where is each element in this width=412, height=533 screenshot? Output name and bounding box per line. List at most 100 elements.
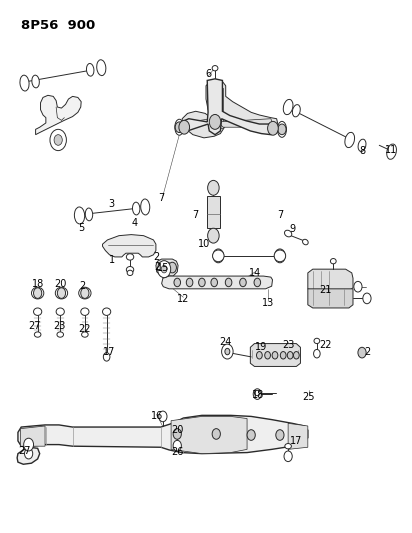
Text: 21: 21 [319, 286, 331, 295]
Bar [207, 196, 220, 228]
Circle shape [175, 122, 183, 133]
Circle shape [173, 429, 181, 439]
Polygon shape [179, 79, 276, 135]
Text: 3: 3 [108, 199, 115, 209]
Ellipse shape [82, 332, 88, 337]
Circle shape [240, 278, 246, 287]
Text: 18: 18 [32, 279, 44, 288]
Text: 18: 18 [253, 390, 265, 400]
Text: 24: 24 [220, 337, 232, 347]
Text: 7: 7 [192, 211, 199, 221]
Circle shape [280, 352, 286, 359]
Ellipse shape [285, 443, 291, 449]
Circle shape [24, 448, 33, 459]
Ellipse shape [274, 250, 286, 262]
Ellipse shape [33, 308, 42, 316]
Circle shape [363, 293, 371, 304]
Text: 7: 7 [277, 211, 283, 221]
Circle shape [274, 249, 285, 263]
Polygon shape [208, 88, 223, 128]
Circle shape [212, 429, 220, 439]
Circle shape [284, 451, 292, 462]
Circle shape [213, 249, 224, 263]
Circle shape [354, 281, 362, 292]
Circle shape [293, 352, 299, 359]
Circle shape [179, 120, 190, 134]
Circle shape [50, 130, 66, 151]
Polygon shape [35, 95, 81, 135]
Ellipse shape [330, 259, 336, 264]
Ellipse shape [141, 199, 150, 215]
Ellipse shape [302, 239, 308, 245]
Ellipse shape [81, 308, 89, 316]
Ellipse shape [126, 254, 134, 260]
Text: 17: 17 [290, 436, 302, 446]
Ellipse shape [97, 60, 106, 76]
Text: 9: 9 [289, 224, 295, 235]
Ellipse shape [32, 75, 39, 88]
Polygon shape [185, 118, 218, 128]
Circle shape [247, 430, 255, 440]
Circle shape [222, 344, 233, 359]
Circle shape [54, 135, 62, 146]
Ellipse shape [56, 308, 64, 316]
Ellipse shape [126, 266, 134, 273]
Text: 4: 4 [131, 219, 137, 229]
Circle shape [208, 228, 219, 243]
Ellipse shape [133, 202, 140, 215]
Circle shape [225, 349, 230, 355]
Text: 2: 2 [364, 346, 370, 357]
Circle shape [314, 350, 320, 358]
Circle shape [163, 262, 171, 273]
Ellipse shape [85, 208, 93, 221]
Text: 27: 27 [28, 321, 41, 331]
Circle shape [81, 288, 89, 298]
Ellipse shape [34, 332, 41, 337]
Ellipse shape [314, 338, 320, 344]
Circle shape [103, 353, 110, 361]
Text: 23: 23 [282, 340, 294, 350]
Polygon shape [250, 344, 300, 367]
Circle shape [57, 288, 66, 298]
Ellipse shape [127, 270, 133, 276]
Polygon shape [162, 276, 272, 289]
Text: 7: 7 [158, 193, 164, 204]
Circle shape [278, 124, 286, 135]
Circle shape [257, 352, 262, 359]
Polygon shape [156, 259, 178, 276]
Ellipse shape [277, 122, 286, 138]
Polygon shape [103, 235, 156, 257]
Ellipse shape [79, 287, 91, 299]
Circle shape [358, 348, 366, 358]
Circle shape [265, 352, 270, 359]
Polygon shape [17, 415, 308, 464]
Text: 20: 20 [171, 425, 183, 435]
Ellipse shape [103, 308, 111, 316]
Circle shape [186, 278, 193, 287]
Text: 17: 17 [103, 346, 116, 357]
Polygon shape [308, 269, 353, 291]
Ellipse shape [57, 332, 63, 337]
Ellipse shape [31, 287, 44, 299]
Polygon shape [21, 426, 45, 446]
Ellipse shape [213, 250, 224, 262]
Polygon shape [182, 79, 278, 138]
Ellipse shape [55, 287, 68, 299]
Text: 11: 11 [385, 144, 397, 155]
Text: 2: 2 [154, 262, 161, 272]
Text: 20: 20 [54, 279, 66, 288]
Ellipse shape [293, 104, 300, 117]
Circle shape [272, 352, 278, 359]
Text: 27: 27 [18, 446, 31, 456]
Text: 8: 8 [359, 146, 365, 156]
Text: 22: 22 [79, 324, 91, 334]
Circle shape [159, 411, 167, 422]
Circle shape [157, 261, 171, 278]
Circle shape [211, 278, 218, 287]
Circle shape [174, 278, 180, 287]
Ellipse shape [175, 119, 184, 135]
Circle shape [254, 278, 261, 287]
Circle shape [225, 278, 232, 287]
Ellipse shape [283, 99, 293, 115]
Text: 8P56  900: 8P56 900 [21, 19, 96, 33]
